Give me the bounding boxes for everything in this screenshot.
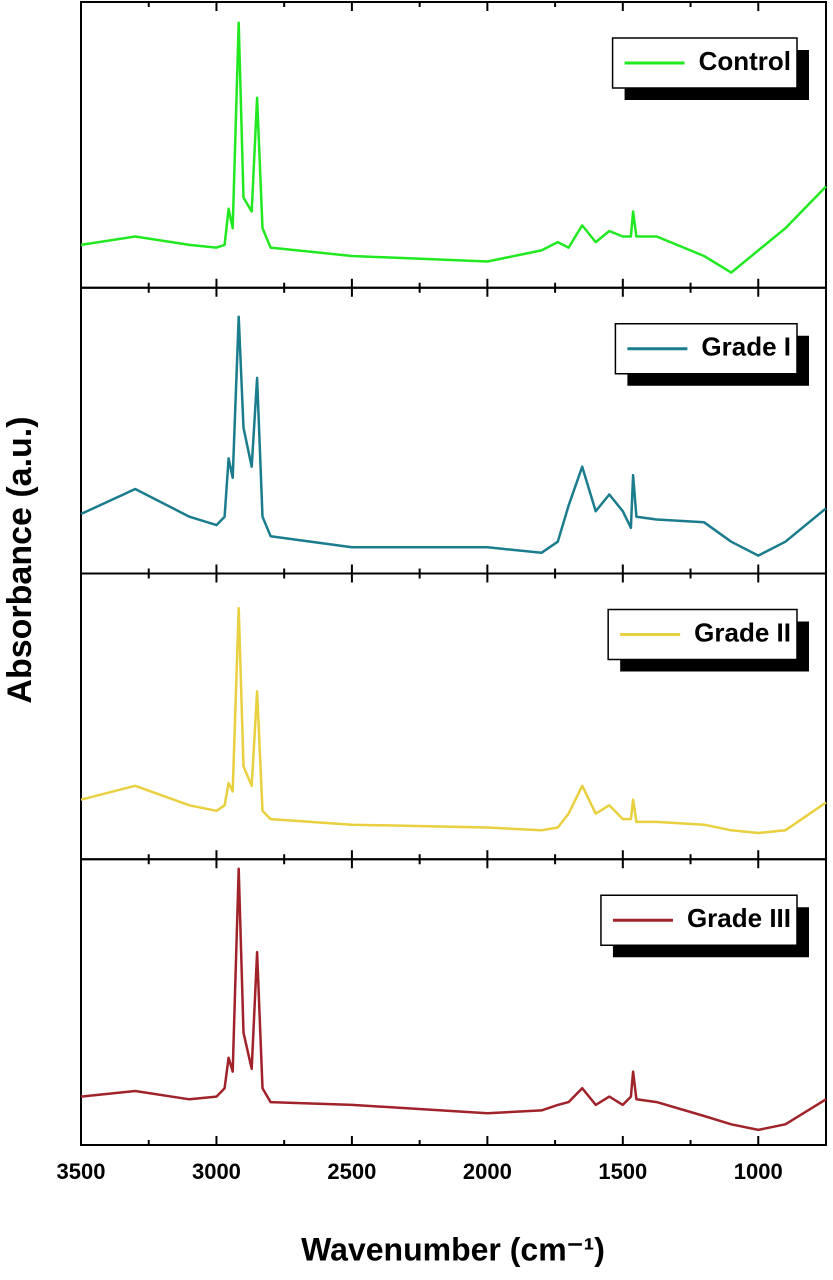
x-tick-label: 3000: [192, 1159, 241, 1184]
legend-label: Grade III: [687, 903, 791, 933]
legend-label: Grade II: [694, 617, 791, 647]
legend-label: Control: [699, 46, 791, 76]
y-axis-label: Absorbance (a.u.): [1, 416, 39, 703]
legend: Grade III: [600, 894, 809, 958]
legend: Control: [611, 37, 809, 100]
panel-frame: [80, 858, 827, 1146]
spectrum-line: [80, 21, 827, 274]
legend: Grade II: [607, 608, 809, 672]
x-tick-label: 3500: [57, 1159, 106, 1184]
spectrum-line: [80, 315, 827, 557]
spectrum-line: [80, 867, 827, 1132]
x-tick-label: 1000: [734, 1159, 783, 1184]
legend: Grade I: [614, 323, 809, 386]
x-tick-label: 2500: [327, 1159, 376, 1184]
x-tick-label: 2000: [463, 1159, 512, 1184]
spectrum-line: [80, 606, 827, 835]
x-tick-label: 1500: [598, 1159, 647, 1184]
x-axis-label: Wavenumber (cm⁻¹): [301, 1231, 605, 1267]
legend-label: Grade I: [701, 332, 791, 362]
